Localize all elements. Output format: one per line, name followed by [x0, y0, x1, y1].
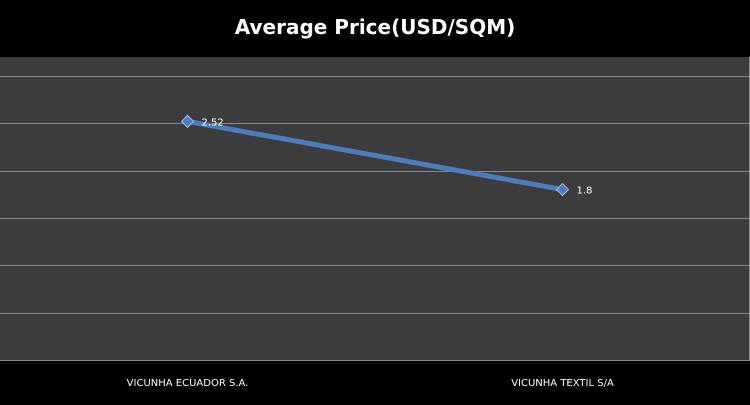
- series-line-group: [185, 118, 565, 193]
- series-line: [185, 118, 565, 193]
- data-label: 1.8: [577, 186, 593, 197]
- category-axis-labels: VICUNHA ECUADOR S.A. VICUNHA TEXTIL S/A: [127, 378, 614, 389]
- data-markers: [180, 114, 570, 197]
- diamond-marker: [555, 182, 570, 197]
- plot-area: [0, 57, 750, 360]
- category-label: VICUNHA TEXTIL S/A: [511, 378, 614, 389]
- category-label: VICUNHA ECUADOR S.A.: [127, 378, 249, 389]
- chart-title: Average Price(USD/SQM): [235, 15, 516, 39]
- gridlines: [0, 57, 750, 361]
- diamond-marker: [180, 114, 195, 129]
- data-label: 2.52: [202, 117, 224, 128]
- data-labels: 2.52 1.8: [202, 117, 593, 196]
